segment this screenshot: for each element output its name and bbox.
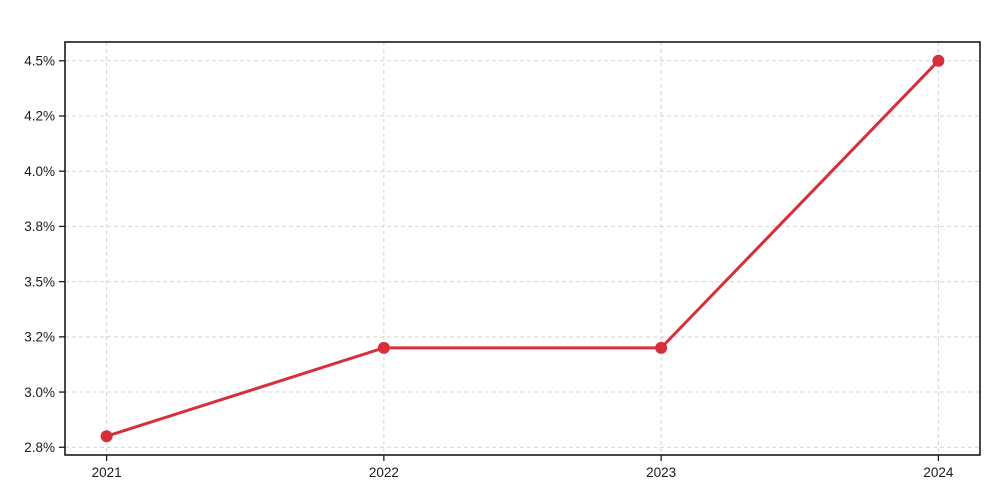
x-tick-label: 2023 [646, 465, 676, 480]
y-tick-label: 4.0% [24, 164, 55, 179]
trend-line [105, 59, 940, 438]
x-tick-label: 2021 [92, 465, 122, 480]
y-tick-label: 2.8% [24, 440, 55, 455]
x-tick-label: 2022 [369, 465, 399, 480]
axes-spines [64, 41, 981, 456]
y-tick-label: 4.2% [24, 109, 55, 124]
y-tick-label: 3.2% [24, 330, 55, 345]
data-point-marker [655, 341, 668, 354]
x-tick-label: 2024 [923, 465, 954, 480]
y-tick-label: 3.0% [24, 385, 55, 400]
data-point-marker [377, 341, 390, 354]
y-tick-label: 3.8% [24, 219, 55, 234]
y-tick-label: 3.5% [24, 274, 55, 289]
data-point-marker [932, 54, 945, 67]
y-tick-label: 4.5% [24, 53, 55, 68]
data-point-marker [100, 430, 113, 443]
